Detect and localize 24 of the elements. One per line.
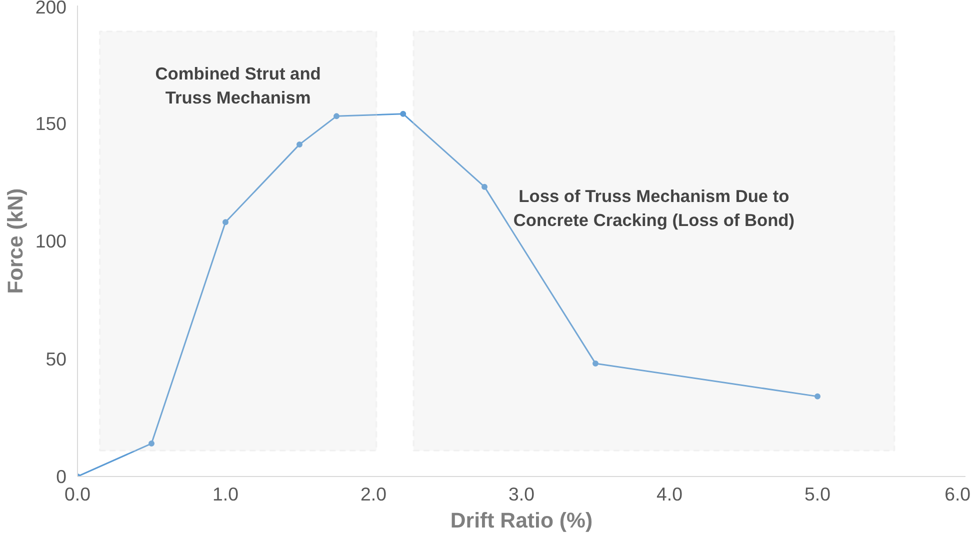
- point: [296, 141, 302, 148]
- y-axis-title: Force (kN): [3, 188, 28, 294]
- band-label: Loss of Truss Mechanism Due to Concrete Cracking (Loss of Bond): [513, 186, 795, 230]
- y-tick-label: 50: [46, 348, 67, 370]
- x-tick-label: 6.0: [944, 484, 971, 504]
- point: [334, 113, 340, 120]
- point: [148, 440, 154, 447]
- x-tick-label: 1.0: [212, 484, 238, 504]
- point: [222, 219, 228, 226]
- point: [400, 110, 406, 117]
- point: [482, 184, 488, 190]
- x-tick-label: 4.0: [656, 484, 682, 504]
- x-tick-label: 0.0: [64, 484, 90, 504]
- x-axis-title: Drift Ratio (%): [450, 508, 593, 532]
- point: [814, 393, 820, 400]
- y-tick-label: 150: [35, 112, 67, 134]
- y-tick-label: 100: [35, 230, 67, 252]
- x-tick-label: 3.0: [508, 484, 534, 504]
- y-tick-label: 200: [35, 0, 67, 18]
- point: [592, 360, 598, 366]
- x-tick-label: 2.0: [360, 484, 386, 504]
- y-tick-label: 0: [56, 466, 67, 487]
- band-label: Combined Strut and Truss Mechanism: [155, 64, 321, 108]
- x-tick-label: 5.0: [804, 484, 830, 504]
